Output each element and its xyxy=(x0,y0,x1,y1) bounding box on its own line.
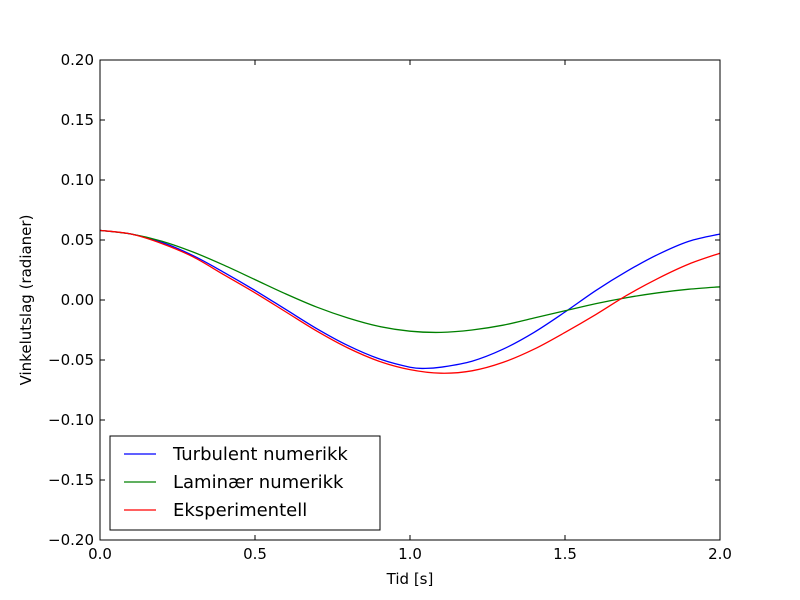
legend-label-1: Turbulent numerikk xyxy=(172,444,348,465)
x-tick-label: 2.0 xyxy=(708,545,732,563)
x-tick-label: 1.0 xyxy=(398,545,422,563)
ticks-layer: 0.0 0.5 1.0 1.5 2.0 −0.20 −0.15 −0.10 −0.05 0.00 0… xyxy=(48,51,732,563)
y-tick-label: 0.20 xyxy=(61,51,94,69)
y-tick-label: 0.15 xyxy=(61,111,94,129)
legend-label-3: Eksperimentell xyxy=(173,500,307,521)
series-line-3 xyxy=(99,229,721,374)
series-line-2 xyxy=(99,229,721,334)
legend-label-2: Laminær numerikk xyxy=(173,472,344,493)
x-tick-label: 1.5 xyxy=(553,545,577,563)
y-tick-label: −0.20 xyxy=(48,531,94,549)
y-tick-label: −0.05 xyxy=(48,351,94,369)
y-tick-label: 0.10 xyxy=(61,171,94,189)
series-layer xyxy=(99,229,721,374)
legend: Turbulent numerikk Laminær numerikk Eksper… xyxy=(109,435,381,531)
x-tick-label: 0.5 xyxy=(243,545,267,563)
legend-box xyxy=(109,435,381,531)
x-tick-label: 0.0 xyxy=(88,545,112,563)
x-axis-title: Tid [s] xyxy=(386,570,434,588)
y-tick-label: −0.15 xyxy=(48,471,94,489)
y-tick-label: −0.10 xyxy=(48,411,94,429)
y-tick-label: 0.05 xyxy=(61,231,94,249)
series-line-1 xyxy=(99,229,721,370)
y-tick-label: 0.00 xyxy=(61,291,94,309)
y-axis-title: Vinkelutslag (radianer) xyxy=(17,215,35,386)
